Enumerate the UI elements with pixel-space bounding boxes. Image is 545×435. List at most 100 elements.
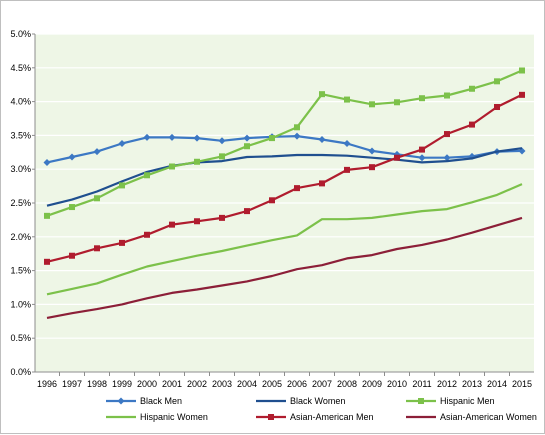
- y-tick-label: 0.0%: [10, 367, 31, 377]
- data-point-hispanic-men: [344, 96, 350, 103]
- series-asian-american-women: [46, 216, 523, 319]
- data-point-asian-american-men: [94, 245, 100, 252]
- x-tick-label: 1996: [37, 379, 57, 389]
- data-point-asian-american-men: [244, 208, 250, 215]
- data-point-asian-american-men: [469, 121, 475, 128]
- data-point-black-men: [368, 147, 376, 155]
- data-point-asian-american-men: [69, 252, 75, 259]
- data-point-asian-american-men: [219, 214, 225, 221]
- y-tick-label: 2.5%: [10, 198, 31, 208]
- series-line-black-women: [46, 147, 523, 207]
- legend-label: Black Men: [140, 396, 182, 406]
- legend-label: Black Women: [290, 396, 345, 406]
- data-point-asian-american-men: [144, 231, 150, 238]
- y-tick-label: 2.0%: [10, 232, 31, 242]
- series-hispanic-men: [44, 67, 525, 219]
- data-point-asian-american-men: [119, 239, 125, 246]
- data-point-black-men: [43, 158, 51, 166]
- legend-marker: [268, 414, 274, 420]
- data-point-asian-american-men: [519, 91, 525, 98]
- data-point-black-men: [443, 154, 451, 162]
- data-point-hispanic-men: [269, 135, 275, 142]
- legend-label: Hispanic Women: [140, 412, 208, 422]
- y-tick-label: 5.0%: [10, 29, 31, 39]
- data-point-hispanic-men: [69, 204, 75, 211]
- data-point-hispanic-men: [294, 124, 300, 131]
- x-tick-label: 2008: [337, 379, 357, 389]
- series-hispanic-women: [46, 183, 523, 296]
- legend-item-asian-american-women: Asian-American Women: [406, 412, 537, 422]
- data-point-black-men: [343, 140, 351, 148]
- y-tick-label: 1.5%: [10, 266, 31, 276]
- data-point-black-men: [218, 137, 226, 145]
- x-tick-label: 2013: [462, 379, 482, 389]
- data-point-black-men: [293, 132, 301, 140]
- x-tick-label: 2005: [262, 379, 282, 389]
- data-point-asian-american-men: [269, 197, 275, 204]
- x-tick-label: 2010: [387, 379, 407, 389]
- y-tick-label: 4.5%: [10, 63, 31, 73]
- data-point-asian-american-men: [194, 218, 200, 225]
- x-tick-label: 1998: [87, 379, 107, 389]
- data-point-black-men: [143, 133, 151, 141]
- data-point-hispanic-men: [469, 85, 475, 92]
- data-point-hispanic-men: [194, 158, 200, 165]
- legend-item-asian-american-men: Asian-American Men: [256, 412, 374, 422]
- series-line-asian-american-women: [46, 216, 523, 319]
- data-point-hispanic-men: [319, 91, 325, 98]
- data-point-asian-american-men: [444, 131, 450, 138]
- legend-item-black-women: Black Women: [256, 396, 345, 406]
- legend-marker: [117, 397, 125, 405]
- data-point-asian-american-men: [169, 221, 175, 228]
- data-point-hispanic-men: [244, 143, 250, 150]
- legend-item-hispanic-men: Hispanic Men: [406, 396, 495, 406]
- series-line-hispanic-women: [46, 183, 523, 296]
- data-point-hispanic-men: [119, 182, 125, 189]
- data-point-asian-american-men: [294, 185, 300, 192]
- data-point-black-men: [168, 133, 176, 141]
- legend-label: Hispanic Men: [440, 396, 495, 406]
- y-tick-label: 4.0%: [10, 97, 31, 107]
- y-tick-label: 3.5%: [10, 130, 31, 140]
- data-point-black-men: [193, 134, 201, 142]
- data-point-black-men: [93, 148, 101, 156]
- x-tick-label: 1999: [112, 379, 132, 389]
- data-point-hispanic-men: [44, 212, 50, 219]
- x-tick-label: 2002: [187, 379, 207, 389]
- data-point-hispanic-men: [369, 101, 375, 108]
- data-point-asian-american-men: [394, 154, 400, 161]
- data-point-black-men: [418, 154, 426, 162]
- legend-item-hispanic-women: Hispanic Women: [106, 412, 208, 422]
- data-point-asian-american-men: [419, 146, 425, 153]
- data-point-asian-american-men: [494, 104, 500, 111]
- data-point-asian-american-men: [319, 180, 325, 187]
- series-line-asian-american-men: [46, 93, 523, 263]
- data-point-hispanic-men: [494, 78, 500, 85]
- legend: Black Men Black Women Hispanic Men Hispanic…: [106, 396, 537, 422]
- data-point-asian-american-men: [44, 258, 50, 265]
- legend-item-black-men: Black Men: [106, 396, 182, 406]
- legend-label: Asian-American Women: [440, 412, 537, 422]
- y-tick-label: 0.5%: [10, 333, 31, 343]
- data-point-hispanic-men: [444, 92, 450, 99]
- x-tick-label: 2003: [212, 379, 232, 389]
- data-point-hispanic-men: [94, 195, 100, 202]
- series-asian-american-men: [44, 91, 525, 265]
- series-line-black-men: [46, 135, 523, 164]
- y-tick-label: 1.0%: [10, 299, 31, 309]
- series-line-hispanic-men: [46, 69, 523, 217]
- x-tick-label: 2001: [162, 379, 182, 389]
- series-lines: [43, 67, 526, 319]
- data-point-hispanic-men: [519, 67, 525, 74]
- x-axis-ticks: 1996 1997 1998 1999 2000 2001 2002 2003 2004 2005…: [35, 371, 534, 389]
- x-tick-label: 1997: [62, 379, 82, 389]
- legend-marker: [418, 398, 424, 404]
- x-tick-label: 2007: [312, 379, 332, 389]
- series-black-women: [46, 147, 523, 207]
- x-tick-label: 2014: [487, 379, 507, 389]
- x-tick-label: 2011: [412, 379, 431, 389]
- x-tick-label: 2004: [237, 379, 257, 389]
- data-point-asian-american-men: [369, 164, 375, 171]
